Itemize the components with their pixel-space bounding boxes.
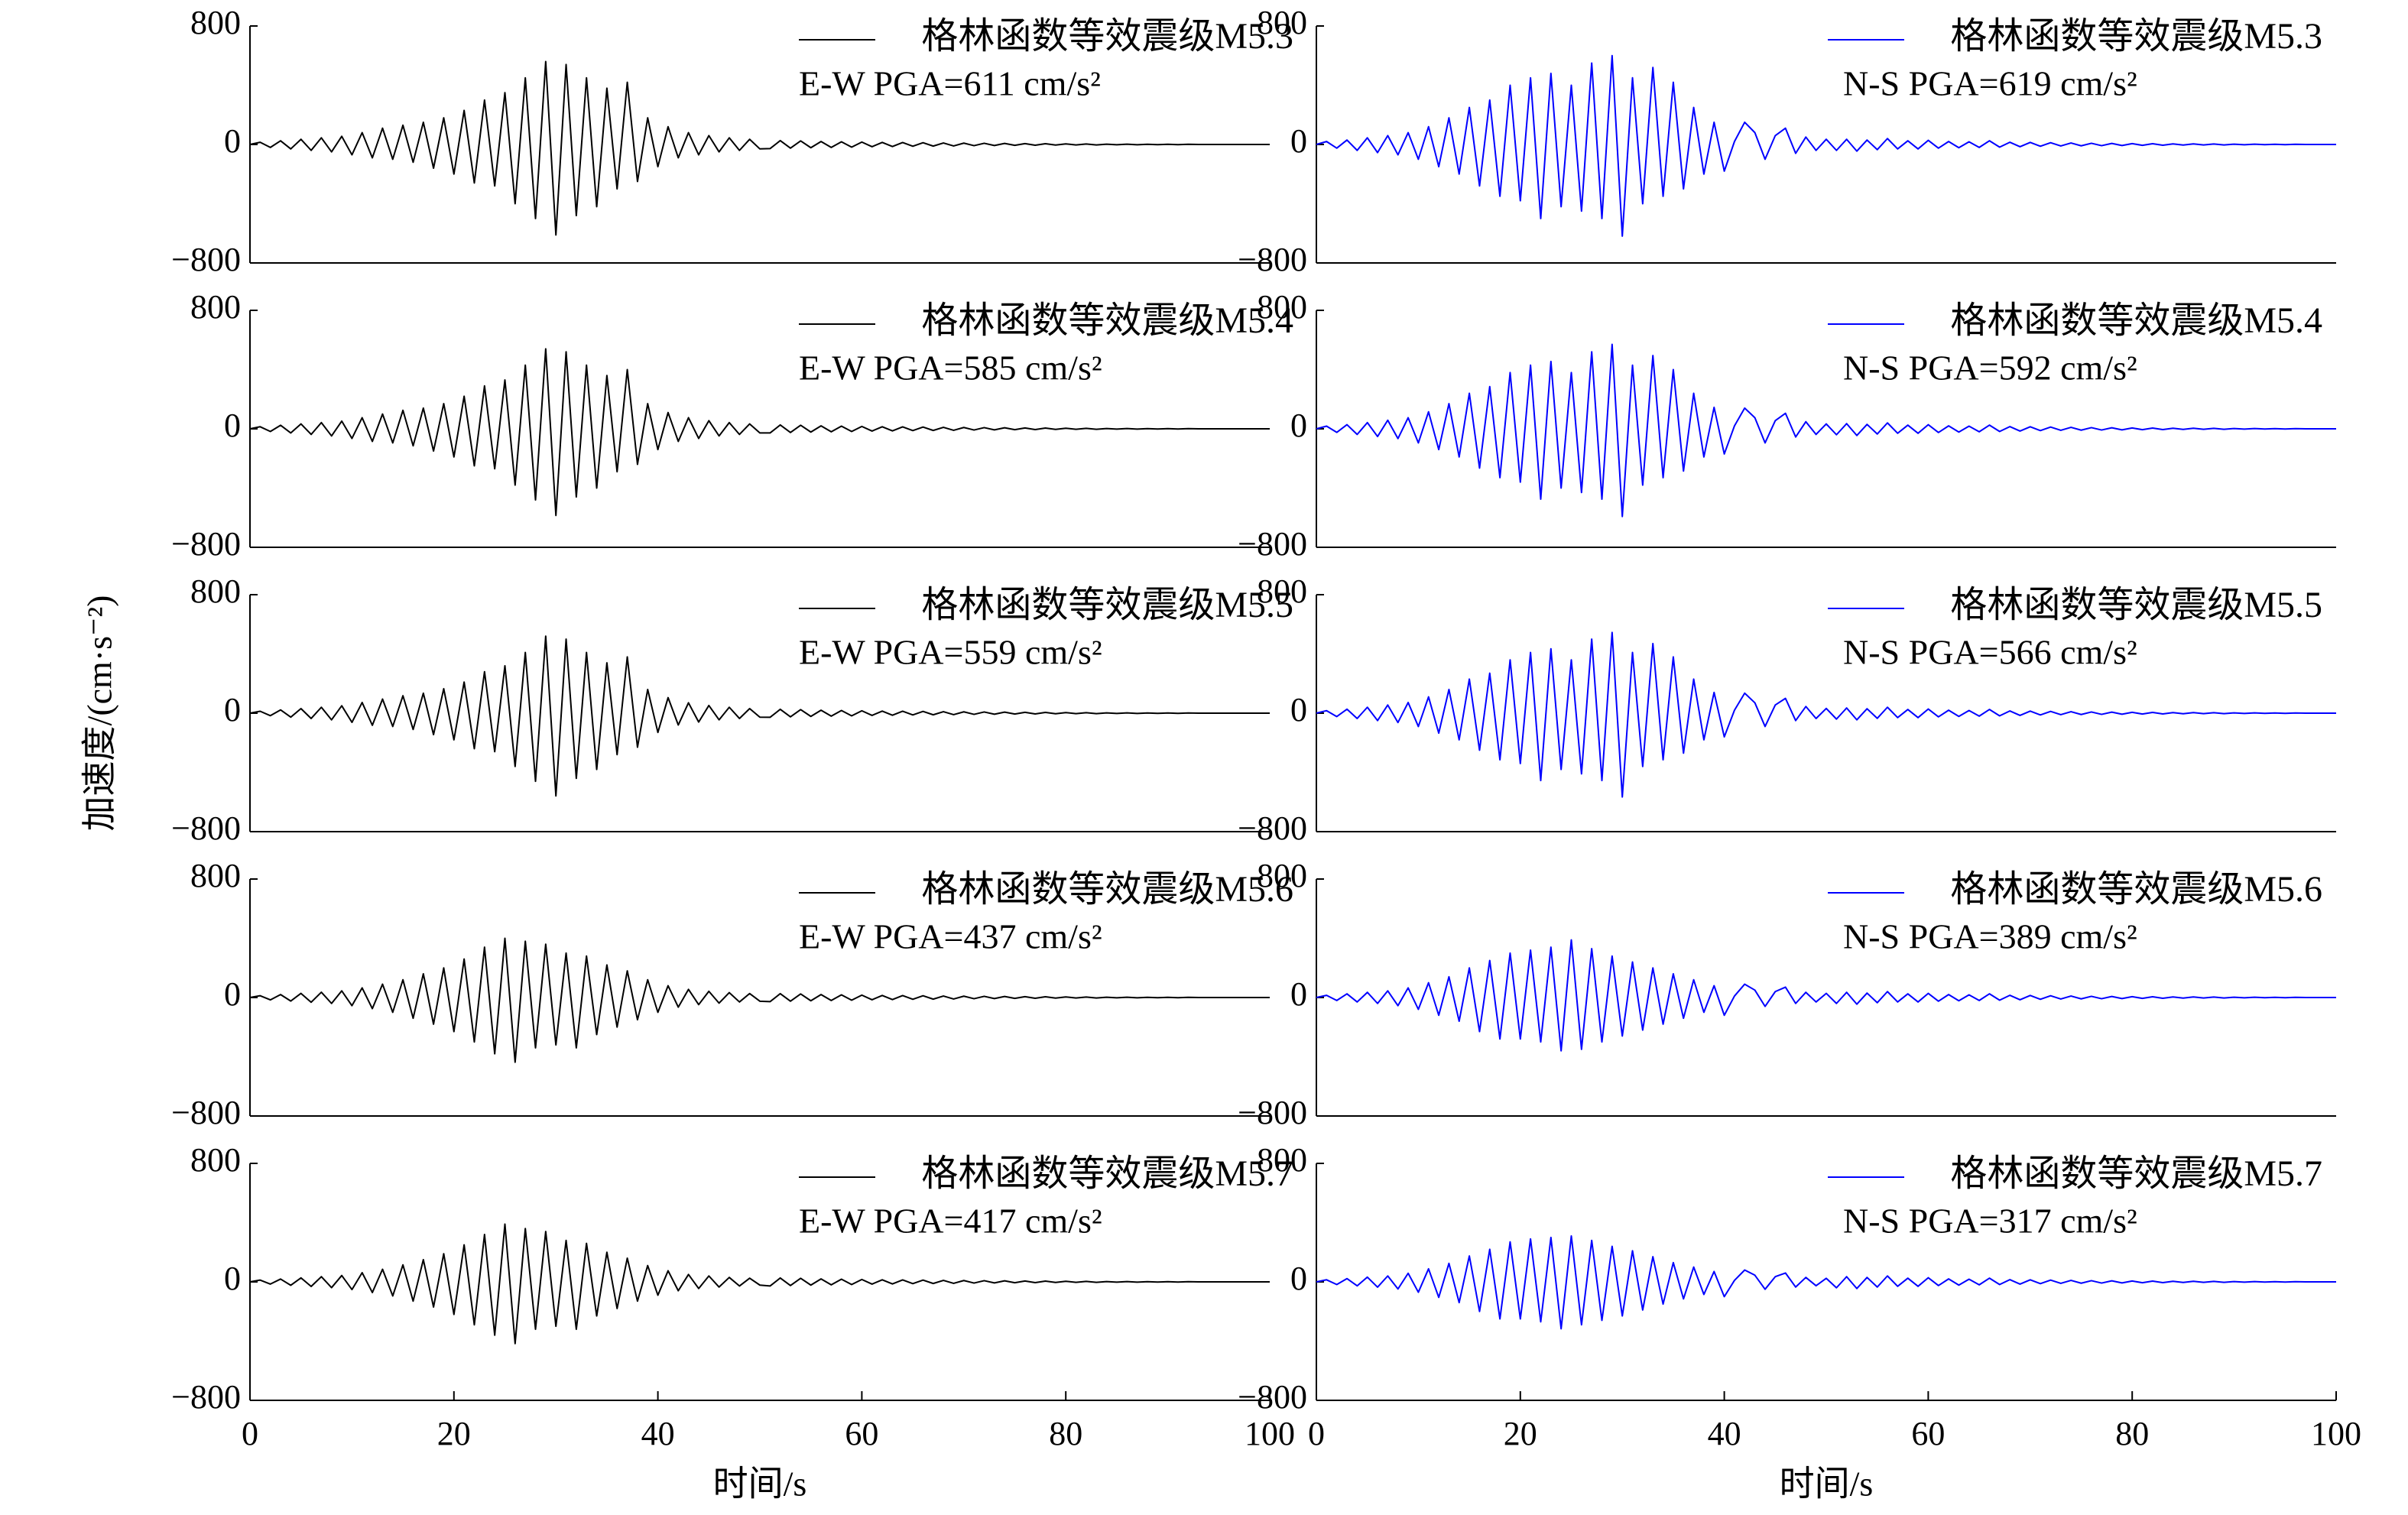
x-tick-label: 80 bbox=[2115, 1415, 2149, 1452]
y-tick-label: −800 bbox=[171, 241, 241, 278]
y-tick-label: 800 bbox=[190, 4, 241, 41]
waveform bbox=[249, 1223, 1270, 1345]
legend-label: 格林函数等效震级M5.4 bbox=[921, 300, 1293, 341]
pga-annotation: E-W PGA=417 cm/s² bbox=[799, 1202, 1102, 1241]
y-tick-label: −800 bbox=[171, 809, 241, 847]
y-tick-label: 800 bbox=[1257, 857, 1307, 894]
x-axis-label: 时间/s bbox=[1780, 1465, 1874, 1504]
waveform bbox=[1316, 1234, 2336, 1330]
y-tick-label: −800 bbox=[1238, 809, 1307, 847]
y-tick-label: −800 bbox=[171, 1378, 241, 1416]
y-tick-label: 0 bbox=[224, 1260, 241, 1297]
pga-annotation: E-W PGA=559 cm/s² bbox=[799, 633, 1102, 672]
waveform bbox=[1316, 631, 2336, 798]
y-tick-label: −800 bbox=[1238, 1094, 1307, 1131]
pga-annotation: N-S PGA=566 cm/s² bbox=[1843, 633, 2137, 672]
y-tick-label: 0 bbox=[1290, 975, 1307, 1013]
x-tick-label: 60 bbox=[845, 1415, 878, 1452]
pga-annotation: N-S PGA=389 cm/s² bbox=[1843, 917, 2137, 956]
y-tick-label: 800 bbox=[190, 857, 241, 894]
pga-annotation: E-W PGA=585 cm/s² bbox=[799, 349, 1102, 388]
x-tick-label: 60 bbox=[1911, 1415, 1945, 1452]
x-tick-label: 100 bbox=[2311, 1415, 2361, 1452]
waveform bbox=[1316, 54, 2336, 237]
x-tick-label: 0 bbox=[1308, 1415, 1325, 1452]
y-tick-label: 800 bbox=[190, 1141, 241, 1179]
pga-annotation: N-S PGA=592 cm/s² bbox=[1843, 349, 2137, 388]
x-tick-label: 20 bbox=[437, 1415, 471, 1452]
y-tick-label: −800 bbox=[171, 525, 241, 563]
y-tick-label: −800 bbox=[171, 1094, 241, 1131]
legend-label: 格林函数等效震级M5.5 bbox=[1950, 585, 2322, 625]
legend-label: 格林函数等效震级M5.7 bbox=[921, 1153, 1293, 1194]
pga-annotation: E-W PGA=437 cm/s² bbox=[799, 917, 1102, 956]
x-tick-label: 100 bbox=[1245, 1415, 1295, 1452]
y-tick-label: 800 bbox=[190, 288, 241, 326]
y-tick-label: 0 bbox=[224, 122, 241, 160]
legend-label: 格林函数等效震级M5.5 bbox=[921, 585, 1293, 625]
y-tick-label: −800 bbox=[1238, 525, 1307, 563]
legend-label: 格林函数等效震级M5.4 bbox=[1950, 300, 2322, 341]
x-tick-label: 40 bbox=[641, 1415, 675, 1452]
legend-label: 格林函数等效震级M5.6 bbox=[1950, 869, 2322, 910]
waveform bbox=[249, 348, 1270, 517]
x-tick-label: 20 bbox=[1504, 1415, 1537, 1452]
y-tick-label: 800 bbox=[1257, 573, 1307, 610]
y-tick-label: 0 bbox=[224, 691, 241, 728]
pga-annotation: E-W PGA=611 cm/s² bbox=[799, 64, 1101, 103]
y-tick-label: −800 bbox=[1238, 241, 1307, 278]
waveform bbox=[249, 60, 1270, 236]
x-axis-label: 时间/s bbox=[713, 1465, 807, 1504]
y-tick-label: 800 bbox=[1257, 4, 1307, 41]
y-tick-label: 0 bbox=[224, 407, 241, 444]
waveform bbox=[249, 937, 1270, 1063]
legend-label: 格林函数等效震级M5.6 bbox=[921, 869, 1293, 910]
y-tick-label: 0 bbox=[1290, 691, 1307, 728]
y-tick-label: 800 bbox=[190, 573, 241, 610]
y-tick-label: 800 bbox=[1257, 1141, 1307, 1179]
x-tick-label: 80 bbox=[1049, 1415, 1082, 1452]
y-tick-label: 0 bbox=[1290, 122, 1307, 160]
y-tick-label: 800 bbox=[1257, 288, 1307, 326]
y-tick-label: 0 bbox=[1290, 1260, 1307, 1297]
pga-annotation: N-S PGA=317 cm/s² bbox=[1843, 1202, 2137, 1241]
pga-annotation: N-S PGA=619 cm/s² bbox=[1843, 64, 2137, 103]
legend-label: 格林函数等效震级M5.3 bbox=[1950, 16, 2322, 57]
waveform bbox=[1316, 939, 2336, 1052]
y-axis-label: 加速度/(cm·s⁻²) bbox=[80, 595, 119, 832]
x-tick-label: 0 bbox=[242, 1415, 258, 1452]
x-tick-label: 40 bbox=[1708, 1415, 1741, 1452]
legend-label: 格林函数等效震级M5.7 bbox=[1950, 1153, 2322, 1194]
y-tick-label: 0 bbox=[1290, 407, 1307, 444]
waveform bbox=[1316, 343, 2336, 517]
waveform bbox=[249, 635, 1270, 797]
legend-label: 格林函数等效震级M5.3 bbox=[921, 16, 1293, 57]
y-tick-label: −800 bbox=[1238, 1378, 1307, 1416]
y-tick-label: 0 bbox=[224, 975, 241, 1013]
